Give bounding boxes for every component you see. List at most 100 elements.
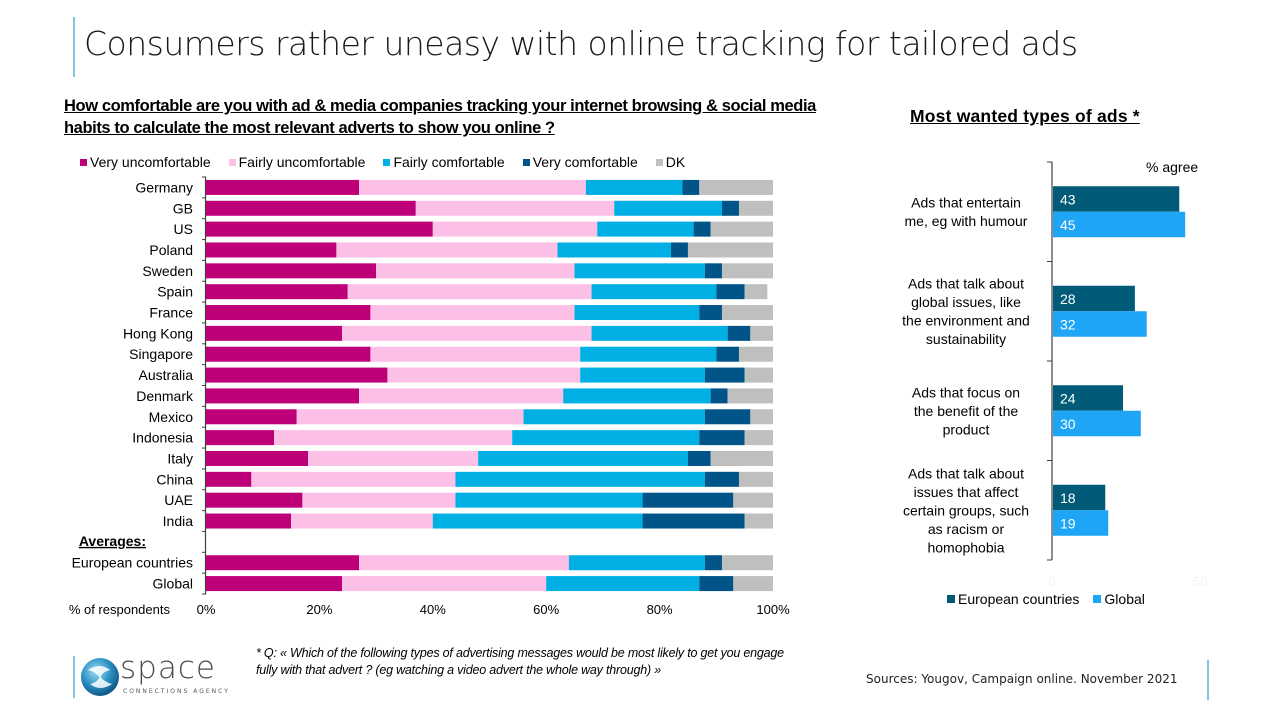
- bar: [1053, 285, 1135, 312]
- category-label: India: [163, 513, 194, 529]
- bar-segment: [744, 513, 773, 529]
- bar-segment: [721, 555, 773, 571]
- title-accent-bar: [73, 17, 75, 77]
- bar-segment: [580, 346, 717, 362]
- bar-segment: [585, 179, 683, 195]
- data-label: 43: [1060, 191, 1076, 207]
- category-label: issues that affect: [914, 484, 1019, 500]
- right-chart-unit-label: % agree: [1146, 159, 1199, 175]
- bar-segment: [744, 430, 773, 446]
- legend-swatch: [383, 158, 391, 166]
- bar-segment: [206, 200, 416, 216]
- category-label: Indonesia: [132, 430, 193, 446]
- right-chart-title: Most wanted types of ads *: [910, 106, 1140, 126]
- legend-item-dk: DK: [655, 154, 686, 170]
- company-logo: space CONNECTIONS AGENCY: [73, 650, 243, 702]
- data-label: 30: [1060, 416, 1076, 432]
- bar-segment: [415, 200, 615, 216]
- x-tick-label: 40%: [420, 602, 446, 617]
- left-chart-title: How comfortable are you with ad & media …: [64, 97, 816, 137]
- bar-segment: [302, 492, 456, 508]
- bar-segment: [359, 179, 586, 195]
- bar-segment: [296, 409, 524, 425]
- bar-segment: [721, 200, 739, 216]
- legend-swatch: [80, 158, 87, 166]
- category-label: the benefit of the: [914, 403, 1019, 419]
- bar-segment: [699, 179, 773, 195]
- bar-segment: [750, 325, 773, 341]
- category-label: China: [156, 471, 193, 487]
- bar-segment: [563, 388, 711, 404]
- bar-segment: [274, 430, 513, 446]
- bar: [1053, 211, 1186, 238]
- bar-segment: [704, 367, 745, 383]
- bar-segment: [727, 388, 773, 404]
- category-label: Ads that entertain: [911, 195, 1021, 211]
- bar-segment: [546, 576, 700, 592]
- category-label: as racism or: [928, 521, 1005, 537]
- x-tick-label: 60%: [533, 602, 559, 617]
- bar-segment: [206, 409, 297, 425]
- bar-segment: [721, 305, 773, 321]
- x-axis-label: % of respondents: [69, 602, 171, 617]
- category-label: Spain: [157, 284, 193, 300]
- legend-label: DK: [665, 154, 686, 170]
- category-label: France: [149, 305, 193, 321]
- bar-segment: [704, 409, 751, 425]
- page-title: Consumers rather uneasy with online trac…: [84, 24, 1078, 63]
- category-label: Ads that talk about: [908, 276, 1024, 292]
- bar-segment: [591, 325, 728, 341]
- data-label: 28: [1060, 291, 1076, 307]
- bar-segment: [670, 242, 688, 258]
- category-label: product: [943, 421, 990, 437]
- bar-segment: [342, 325, 592, 341]
- legend-item-fairly-uncomfortable: Fairly uncomfortable: [228, 154, 365, 170]
- bar-segment: [251, 471, 456, 487]
- bar-segment: [206, 388, 360, 404]
- bar-segment: [206, 325, 343, 341]
- left-stacked-bar-chart: Germany GB US Poland Sweden Spain France Hong K…: [69, 176, 790, 617]
- bar-segment: [744, 367, 773, 383]
- bar-segment: [347, 284, 592, 300]
- bar-segment: [342, 576, 547, 592]
- logo-accent-bar: [73, 656, 75, 698]
- bar-segment: [699, 576, 734, 592]
- bar-segment: [557, 242, 671, 258]
- bar-segment: [721, 263, 773, 279]
- bar-segment: [512, 430, 700, 446]
- legend-swatch: [228, 158, 236, 166]
- bar-segment: [597, 221, 694, 237]
- data-label: 24: [1060, 390, 1076, 406]
- bar-segment: [733, 576, 773, 592]
- logo-tagline: CONNECTIONS AGENCY: [123, 688, 230, 695]
- bar-segment: [580, 367, 705, 383]
- bar-segment: [432, 221, 598, 237]
- bar-segment: [206, 284, 348, 300]
- bar-segment: [206, 471, 252, 487]
- bar-segment: [693, 221, 711, 237]
- bar-segment: [206, 221, 433, 237]
- bar-segment: [716, 346, 739, 362]
- category-label: Germany: [135, 179, 193, 195]
- category-label: UAE: [164, 492, 193, 508]
- category-label: global issues, like: [911, 294, 1021, 310]
- bar-segment: [359, 555, 569, 571]
- bar: [1053, 385, 1124, 411]
- bar-segment: [750, 409, 773, 425]
- bar-segment: [206, 179, 360, 195]
- bar-segment: [376, 263, 575, 279]
- right-chart-legend: European countries Global: [947, 591, 1159, 607]
- bar-segment: [291, 513, 433, 529]
- swirl-globe-icon: [81, 658, 119, 696]
- footnote: * Q: « Which of the following types of a…: [256, 646, 784, 677]
- data-label: 19: [1060, 515, 1076, 531]
- x-tick-label: 0: [1048, 574, 1055, 589]
- sources: Sources: Yougov, Campaign online. Novemb…: [866, 672, 1178, 686]
- left-chart-legend: Very uncomfortable Fairly uncomfortable …: [80, 154, 703, 170]
- category-label: certain groups, such: [903, 502, 1029, 518]
- category-label: Ads that talk about: [908, 465, 1024, 481]
- legend-swatch: [947, 595, 955, 603]
- bar-segment: [642, 492, 734, 508]
- sources-accent-bar: [1207, 660, 1209, 700]
- category-label: GB: [173, 200, 193, 216]
